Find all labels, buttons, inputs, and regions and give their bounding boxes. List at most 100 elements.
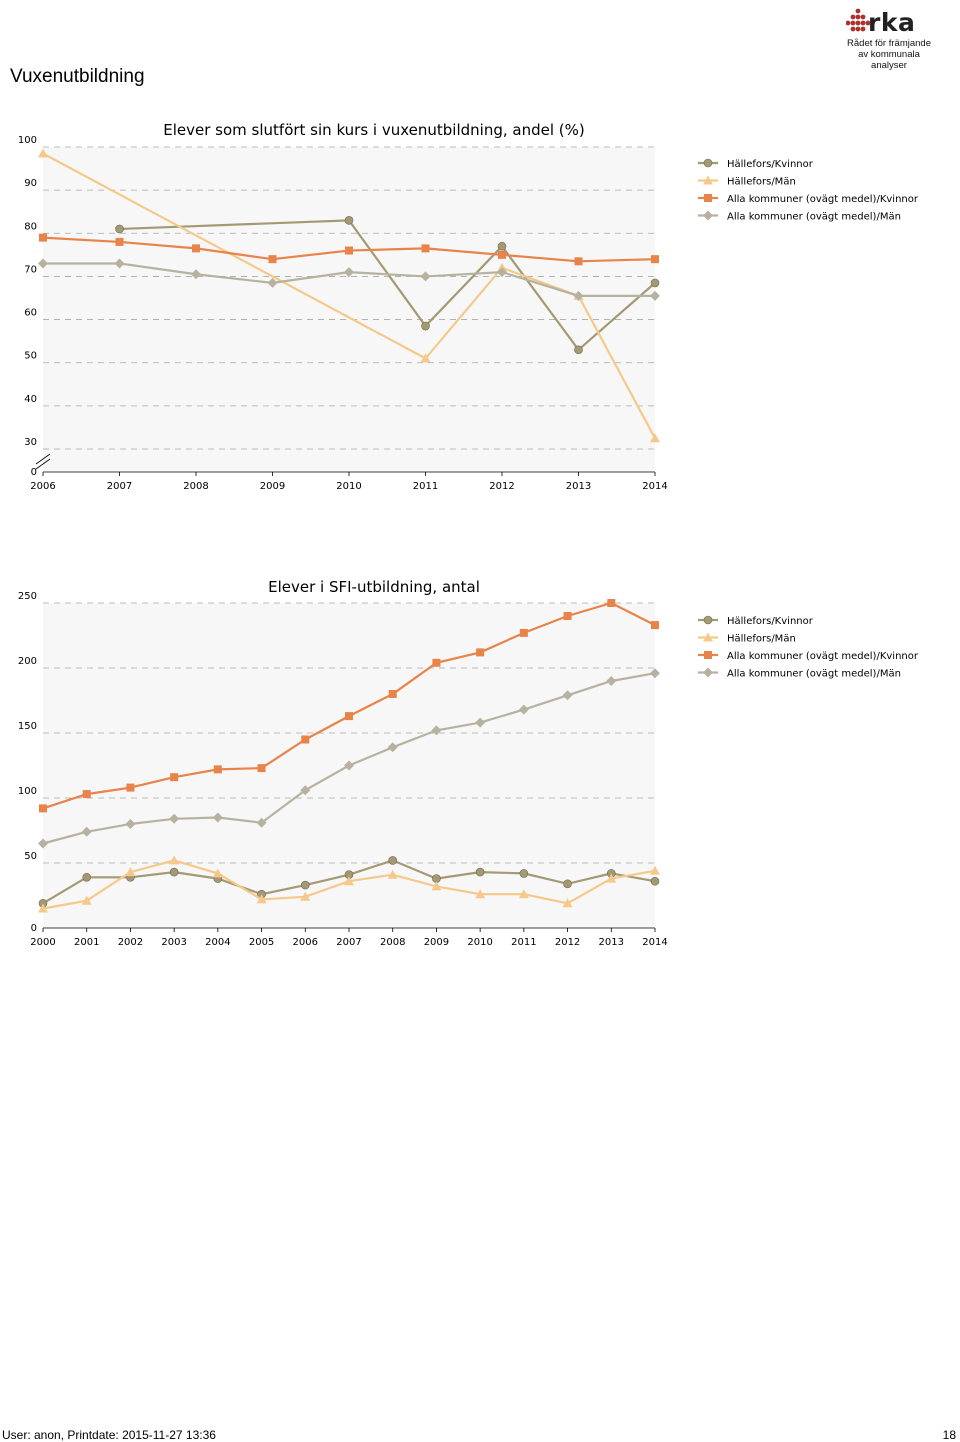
data-point (169, 867, 179, 877)
data-point (420, 353, 431, 363)
footer-page-number: 18 (942, 1428, 956, 1442)
data-point (475, 889, 486, 899)
data-point (125, 819, 136, 829)
rka-logo: rka Rådet för främjande av kommunala ana… (840, 4, 938, 71)
data-point (497, 241, 507, 251)
x-tick-label: 2010 (467, 937, 492, 945)
x-tick-label: 2013 (566, 481, 591, 492)
y-tick-label: 70 (24, 264, 37, 275)
data-point (39, 804, 47, 813)
x-tick-label: 2011 (413, 481, 438, 492)
legend-marker (703, 667, 713, 678)
data-point (268, 255, 277, 264)
data-point (574, 257, 583, 266)
x-tick-label: 2002 (118, 937, 143, 945)
data-point (606, 676, 617, 686)
data-point (170, 773, 179, 782)
y-tick-label: 30 (24, 437, 37, 448)
data-point (475, 717, 486, 728)
data-point (191, 269, 201, 280)
logo-tagline-1: Rådet för främjande (847, 38, 931, 49)
legend-marker (703, 632, 713, 642)
x-tick-label: 2014 (642, 481, 667, 492)
legend-marker (703, 175, 713, 185)
legend-marker (703, 615, 713, 625)
y-tick-label: 100 (18, 786, 37, 797)
x-tick-label: 2005 (249, 937, 274, 945)
data-point (650, 668, 660, 679)
data-point (192, 244, 200, 253)
x-tick-label: 2001 (74, 937, 99, 945)
x-tick-label: 2004 (205, 937, 230, 945)
y-tick-label: 100 (18, 135, 37, 146)
data-point (81, 826, 92, 837)
data-point (432, 658, 441, 667)
logo-dots-icon (846, 8, 870, 32)
data-point (563, 879, 572, 889)
data-point (574, 345, 583, 355)
data-point (562, 690, 573, 701)
legend-label: Hällefors/Män (727, 177, 796, 188)
data-point (345, 712, 353, 721)
x-tick-label: 2012 (555, 937, 580, 945)
x-tick-label: 2013 (599, 937, 624, 945)
data-point (38, 258, 48, 269)
data-point (650, 290, 660, 301)
series-line (119, 219, 656, 352)
y-tick-label: 150 (18, 721, 37, 732)
x-tick-label: 2011 (511, 937, 536, 945)
data-point (498, 250, 506, 259)
data-point (651, 621, 659, 630)
data-point (81, 895, 92, 905)
logo-tagline-2: av kommunala analyser (858, 49, 920, 71)
y-tick-label: 200 (18, 656, 37, 667)
data-point (519, 869, 529, 878)
data-point (421, 321, 430, 331)
y-tick-label: 40 (24, 394, 37, 405)
axis-break-mark (35, 453, 51, 465)
axis-break-mark (35, 458, 51, 470)
data-point (420, 271, 431, 282)
data-point (82, 790, 91, 799)
y-tick-label: 50 (24, 851, 37, 862)
data-point (562, 898, 573, 908)
series-1: Hällefors/Män (38, 632, 796, 913)
chart-title: Elever som slutfört sin kurs i vuxenutbi… (163, 121, 585, 139)
data-point (431, 725, 442, 736)
x-tick-label: 2006 (30, 481, 55, 492)
x-tick-label: 2010 (336, 481, 361, 492)
data-point (38, 903, 48, 913)
x-tick-label: 2007 (107, 481, 132, 492)
data-point (388, 690, 397, 698)
data-point (169, 855, 180, 865)
data-point (114, 258, 125, 269)
data-point (518, 889, 529, 899)
y-tick-label: 0 (31, 467, 37, 478)
x-tick-label: 2012 (489, 481, 514, 492)
data-point (300, 891, 311, 901)
x-tick-label: 2008 (183, 481, 208, 492)
x-tick-label: 2007 (336, 937, 361, 945)
data-point (650, 433, 660, 443)
y-tick-label: 0 (31, 923, 37, 934)
x-tick-label: 2003 (161, 937, 186, 945)
series-2: Alla kommuner (ovägt medel)/Kvinnor (39, 194, 919, 266)
data-point (212, 812, 223, 823)
legend-marker (703, 158, 713, 168)
data-point (300, 880, 310, 890)
legend-marker (703, 210, 713, 221)
data-point (344, 216, 354, 225)
data-point (519, 628, 528, 637)
footer-print-info: User: anon, Printdate: 2015-11-27 13:36 (2, 1428, 216, 1442)
data-point (431, 881, 442, 891)
data-point (421, 244, 430, 253)
data-point (650, 278, 660, 288)
data-point (344, 876, 354, 886)
data-point (606, 873, 617, 883)
x-tick-label: 2014 (642, 937, 667, 945)
data-point (432, 874, 441, 883)
data-point (563, 612, 572, 620)
x-tick-label: 2009 (260, 481, 285, 492)
data-point (345, 246, 353, 255)
x-tick-label: 2006 (293, 937, 318, 945)
